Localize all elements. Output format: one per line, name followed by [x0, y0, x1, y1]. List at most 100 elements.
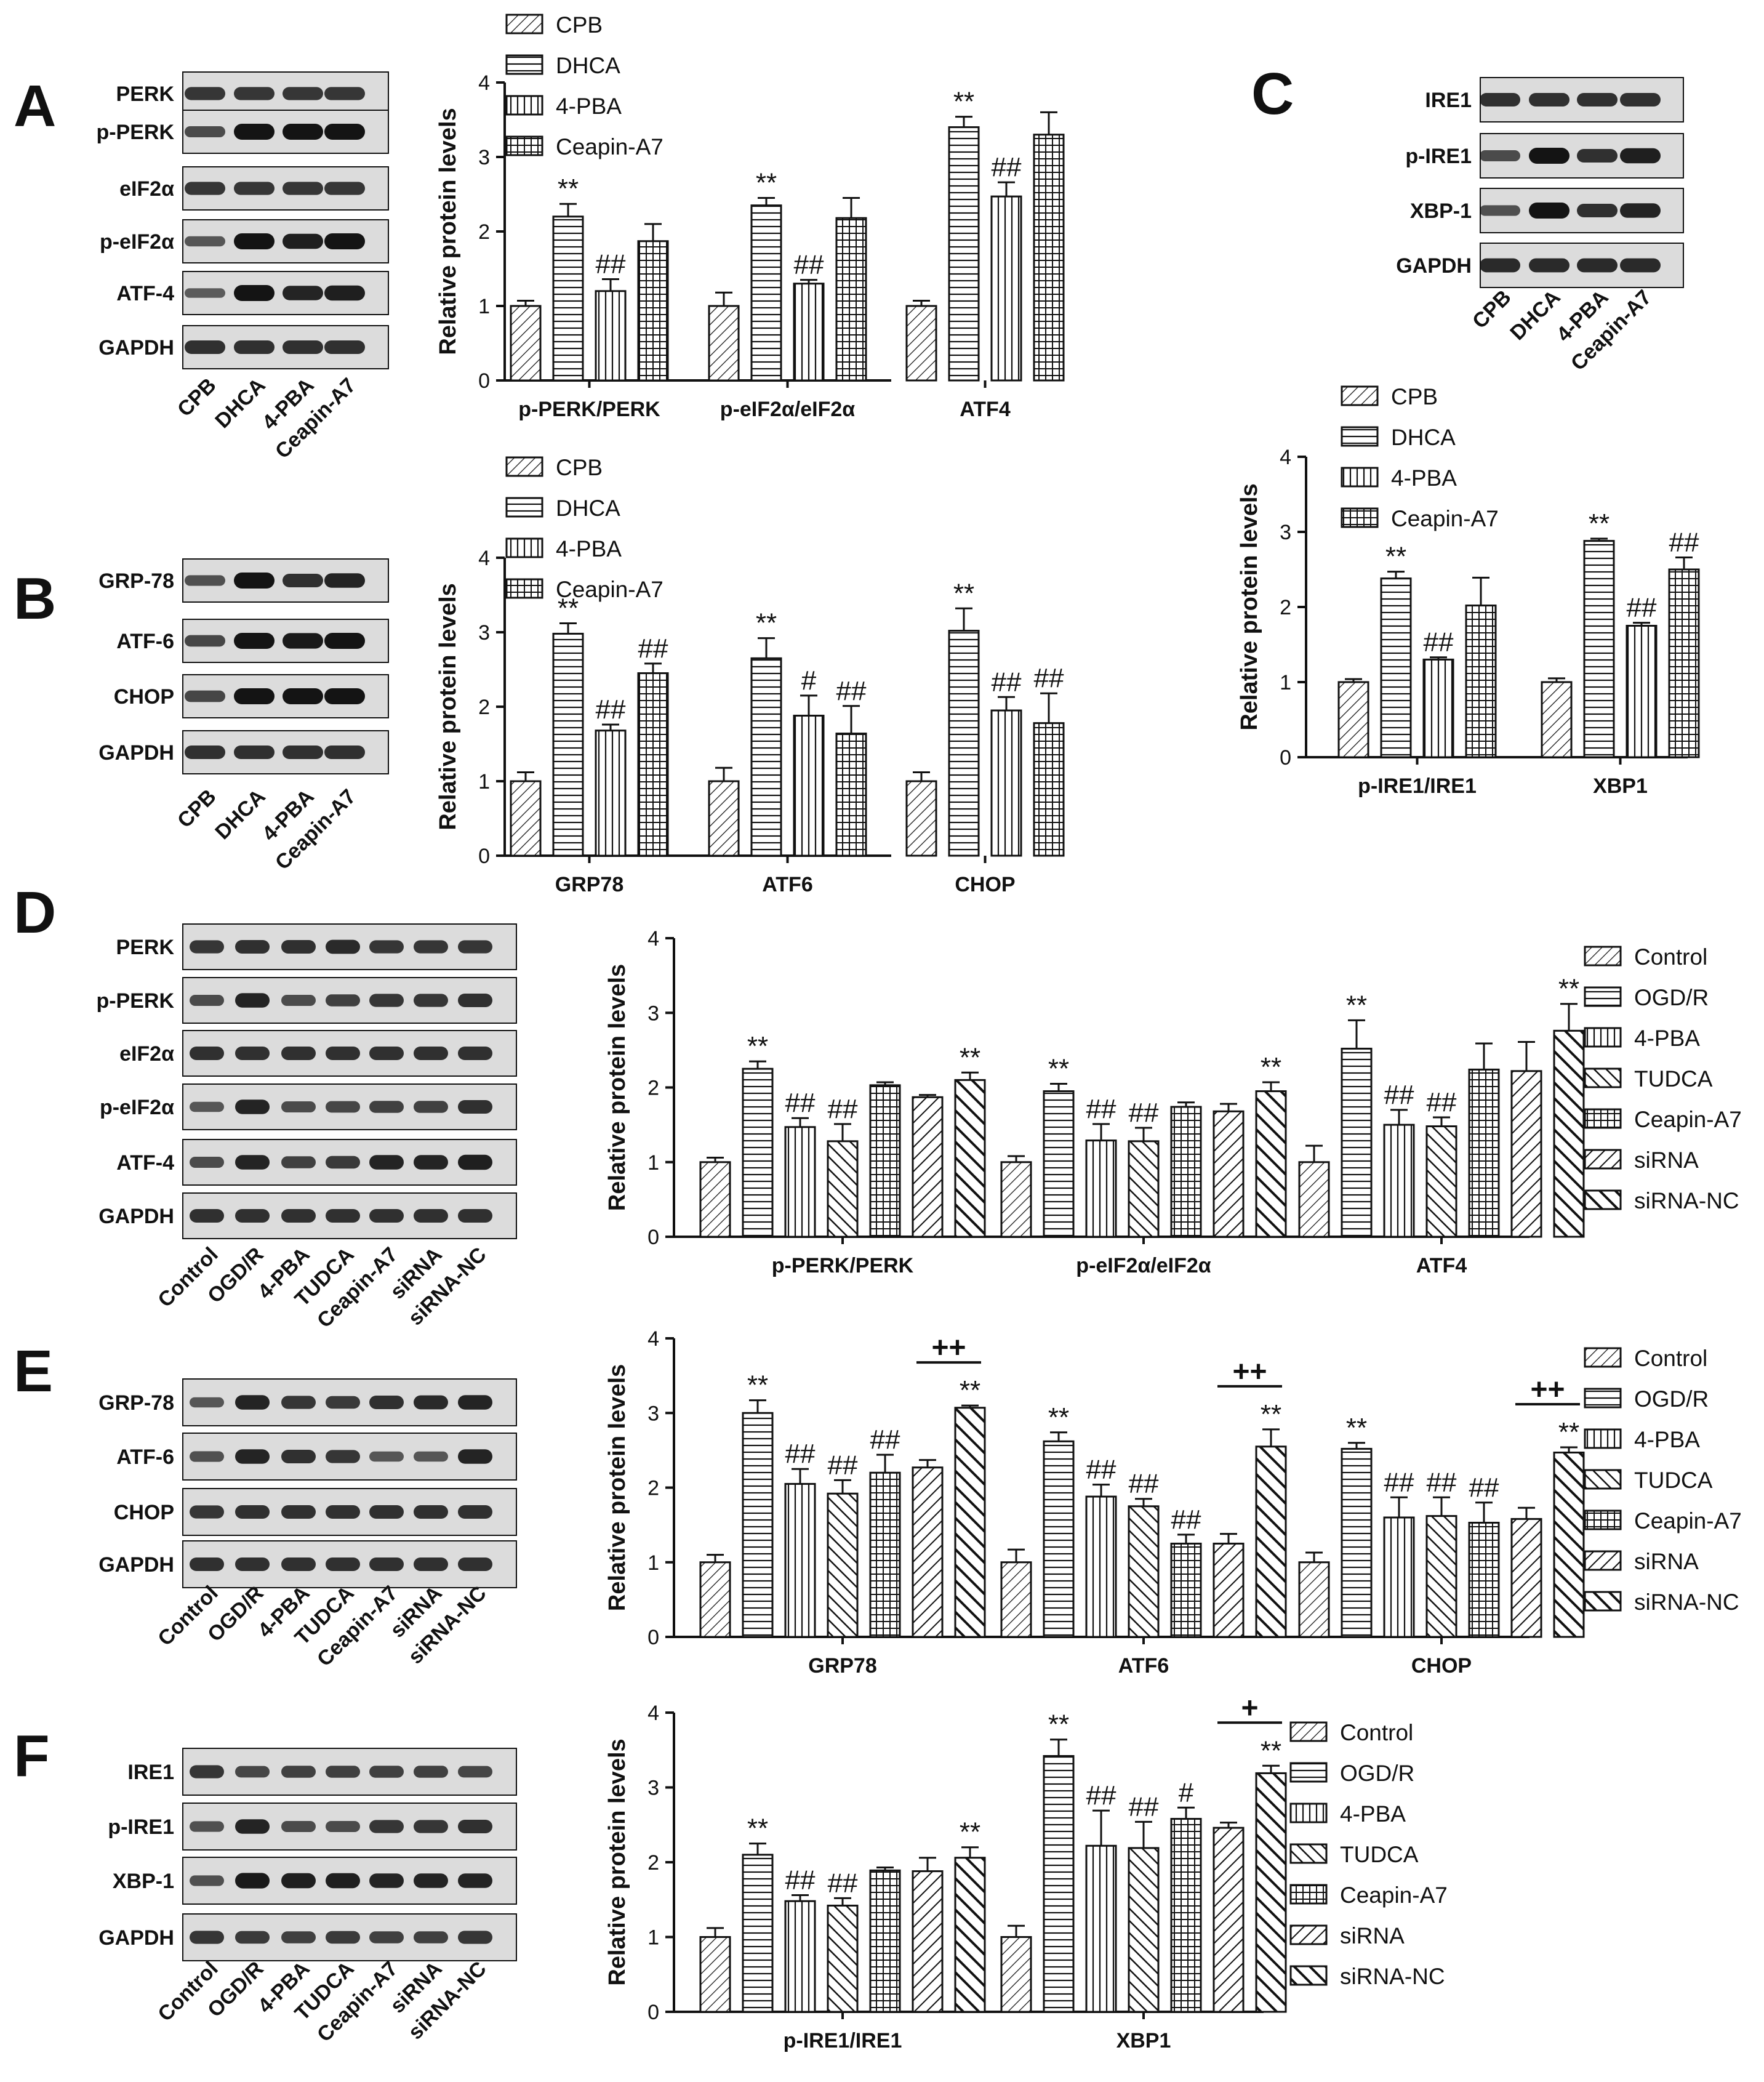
significance-label: ##	[992, 667, 1022, 697]
western-band	[369, 940, 404, 954]
western-band	[414, 940, 448, 954]
significance-label: #	[1179, 1777, 1194, 1807]
significance-label: **	[558, 174, 579, 204]
bar	[1468, 1068, 1500, 1238]
y-axis-label: Relative protein levels	[435, 583, 461, 830]
bar	[1128, 1505, 1160, 1638]
western-band	[283, 124, 323, 140]
western-band	[324, 285, 365, 301]
significance-label: ##	[1034, 663, 1064, 693]
legend-swatch	[1584, 1067, 1622, 1088]
bar	[1043, 1090, 1075, 1238]
y-axis-label: Relative protein levels	[604, 1738, 630, 1985]
legend-swatch	[505, 135, 543, 156]
bar	[954, 1079, 986, 1238]
western-band	[414, 994, 448, 1007]
protein-label: GAPDH	[98, 336, 174, 360]
y-tick-label: 2	[1280, 596, 1291, 619]
legend-swatch	[505, 456, 543, 477]
bar	[595, 290, 627, 382]
western-band	[1577, 149, 1618, 163]
western-band	[369, 1209, 404, 1223]
blot-panel-B: B GRP-78ATF-6CHOPGAPDHCPBDHCA4-PBACeapin-…	[14, 558, 389, 875]
y-tick-label: 4	[647, 1327, 659, 1351]
x-tick-label: ATF6	[1118, 1654, 1169, 1678]
bar	[637, 240, 669, 382]
legend-label: Ceapin-A7	[1634, 1107, 1742, 1132]
legend-label: Ceapin-A7	[556, 577, 664, 602]
western-band	[1529, 93, 1570, 107]
blot-panel-A: A PERKp-PERKeIF2αp-eIF2αATF-4GAPDHCPBDHCA…	[14, 71, 389, 464]
significance-label: **	[747, 1031, 768, 1061]
bar	[948, 126, 980, 382]
bar	[1213, 1827, 1245, 2013]
bar	[1000, 1936, 1032, 2013]
western-band	[326, 1047, 360, 1060]
significance-label: ##	[828, 1094, 858, 1124]
x-tick-label: ATF4	[960, 398, 1011, 421]
bar	[1298, 1561, 1330, 1638]
western-band	[326, 1931, 360, 1944]
significance-label: ##	[1427, 1467, 1457, 1497]
legend-label: 4-PBA	[1634, 1427, 1700, 1452]
y-tick-label: 2	[478, 220, 490, 244]
significance-label: ##	[596, 694, 626, 725]
y-tick-label: 2	[647, 1477, 659, 1500]
western-band	[369, 1505, 404, 1519]
western-band	[458, 1766, 492, 1778]
western-band	[369, 1155, 404, 1170]
western-band	[234, 573, 275, 589]
bar	[1085, 1495, 1117, 1638]
x-tick-label: GRP78	[808, 1654, 877, 1678]
bar	[793, 283, 825, 382]
bar	[1085, 1139, 1117, 1238]
legend-label: siRNA	[1340, 1923, 1405, 1948]
protein-label: p-IRE1	[108, 1815, 174, 1839]
western-band	[458, 1505, 492, 1519]
bar	[708, 780, 740, 857]
western-band	[281, 995, 316, 1006]
bar	[784, 1482, 816, 1638]
significance-label: ##	[1129, 1791, 1159, 1822]
western-band	[458, 1873, 492, 1888]
legend-swatch	[1584, 1149, 1622, 1170]
y-tick-label: 0	[647, 2001, 659, 2024]
significance-label: ##	[836, 676, 867, 706]
significance-label: ##	[785, 1865, 816, 1895]
protein-label: CHOP	[114, 1501, 174, 1524]
significance-label: **	[747, 1370, 768, 1401]
significance-label: **	[1048, 1402, 1069, 1433]
legend-label: TUDCA	[1634, 1468, 1713, 1493]
western-band	[369, 1047, 404, 1060]
significance-label: ##	[1384, 1080, 1414, 1110]
western-band	[235, 1873, 270, 1889]
western-band	[281, 1209, 316, 1223]
legend-label: TUDCA	[1340, 1842, 1419, 1867]
lane-label: DHCA	[210, 374, 270, 433]
western-band	[185, 236, 225, 247]
western-band	[235, 993, 270, 1008]
bar	[699, 1161, 731, 1238]
y-tick-label: 1	[1280, 671, 1291, 694]
western-band	[234, 233, 275, 249]
bar	[1341, 1447, 1373, 1638]
bar	[510, 780, 542, 857]
bar	[1043, 1440, 1075, 1638]
western-band	[283, 340, 323, 354]
western-band	[414, 1451, 448, 1462]
comparison-label: ++	[1232, 1356, 1267, 1388]
y-tick-label: 4	[478, 547, 490, 570]
significance-label: ##	[1086, 1780, 1117, 1811]
significance-label: ##	[638, 633, 668, 664]
significance-label: **	[1048, 1053, 1069, 1083]
bar	[1255, 1772, 1287, 2013]
western-band	[190, 1157, 224, 1168]
western-band	[185, 690, 225, 702]
significance-label: **	[960, 1817, 980, 1847]
legend-swatch	[1341, 426, 1379, 447]
legend-label: DHCA	[556, 496, 620, 521]
bar	[990, 709, 1022, 857]
legend-label: 4-PBA	[556, 94, 622, 119]
western-band	[235, 1931, 270, 1944]
western-band	[458, 1047, 492, 1060]
